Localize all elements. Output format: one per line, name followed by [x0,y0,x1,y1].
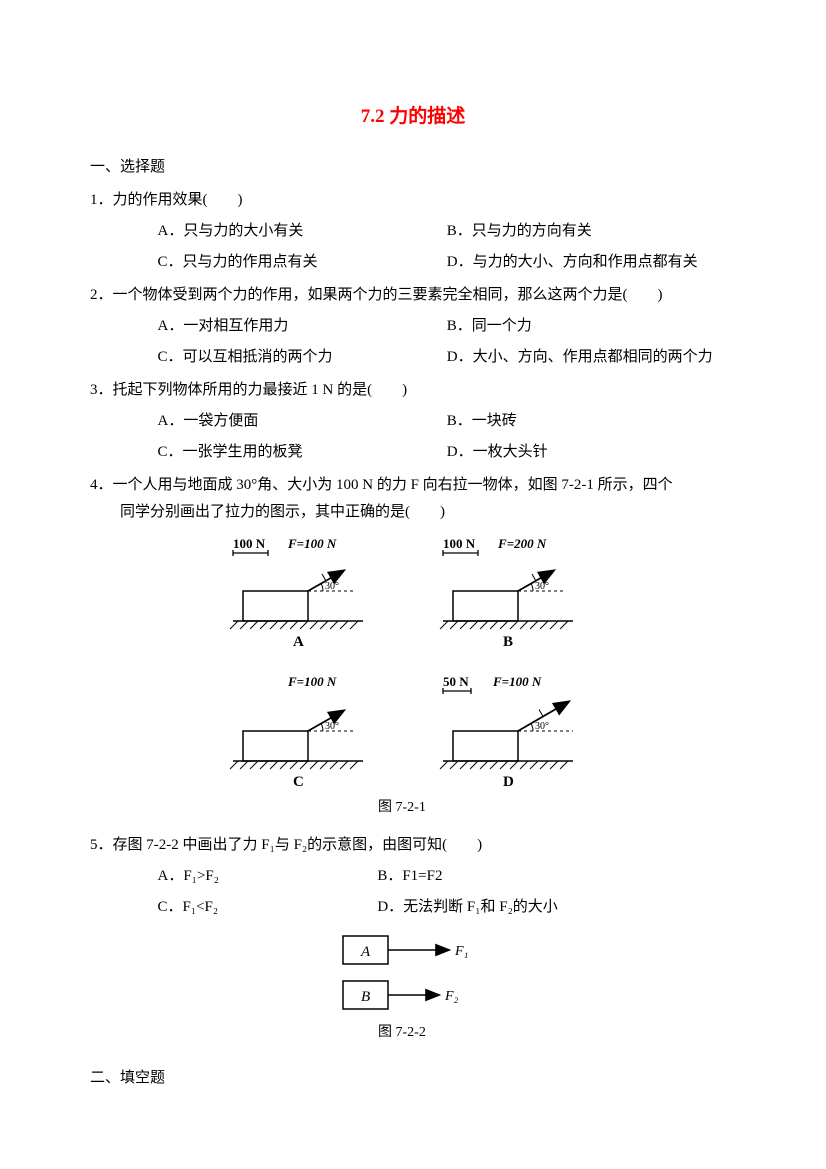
panel-d-force: F=100 N [492,674,542,689]
question-5: 5．存图 7-2-2 中画出了力 F₁与 F₂的示意图，由图可知( ) A．F₁… [90,832,736,1051]
panel-d-angle: 30° [535,721,549,732]
panel-b-label: B [503,634,513,650]
q2-option-b: B．同一个力 [447,313,736,340]
q1-option-a: A．只与力的大小有关 [158,218,447,245]
panel-a-angle: 30° [325,581,339,592]
q5-option-d: D．无法判断 F₁和 F₂的大小 [377,894,736,921]
panel-d-scale: 50 N [443,674,469,689]
q3-option-a: A．一袋方便面 [158,408,447,435]
panel-c-angle: 30° [325,721,339,732]
figure-7-2-2-svg: A F₁ B F₂ 图 7-2-2 [323,931,503,1041]
figure-7-2-1-caption: 图 7-2-1 [378,800,426,815]
panel-a-force: F=100 N [287,536,337,551]
q3-option-b: B．一块砖 [447,408,736,435]
q1-option-d: D．与力的大小、方向和作用点都有关 [447,249,736,276]
q5-option-a: A．F₁>F₂ [158,863,378,890]
q3-stem: 3．托起下列物体所用的力最接近 1 N 的是( ) [90,377,736,404]
panel-d-label: D [503,774,514,790]
q4-stem-line2: 同学分别画出了拉力的图示，其中正确的是( ) [90,499,736,526]
fig2-label-a: F₁ [454,944,468,959]
q2-option-c: C．可以互相抵消的两个力 [158,344,447,371]
figure-7-2-1-svg: 100 N F=100 N [203,536,623,816]
panel-a-scale: 100 N [233,536,266,551]
question-2: 2．一个物体受到两个力的作用，如果两个力的三要素完全相同，那么这两个力是( ) … [90,282,736,371]
fig2-box-a: A [360,944,371,960]
page: 7.2 力的描述 一、选择题 1．力的作用效果( ) A．只与力的大小有关 B．… [0,0,826,1169]
question-4: 4．一个人用与地面成 30°角、大小为 100 N 的力 F 向右拉一物体，如图… [90,472,736,826]
panel-b-scale: 100 N [443,536,476,551]
q3-option-d: D．一枚大头针 [447,439,736,466]
fig2-box-b: B [361,989,370,1005]
figure-7-2-1: 100 N F=100 N [90,536,736,826]
section-2-heading: 二、填空题 [90,1065,736,1092]
q2-stem: 2．一个物体受到两个力的作用，如果两个力的三要素完全相同，那么这两个力是( ) [90,282,736,309]
panel-b-angle: 30° [535,581,549,592]
panel-c-label: C [293,774,304,790]
q1-option-c: C．只与力的作用点有关 [158,249,447,276]
panel-b-force: F=200 N [497,536,547,551]
q1-stem: 1．力的作用效果( ) [90,187,736,214]
figure-7-2-2-caption: 图 7-2-2 [378,1025,426,1040]
question-1: 1．力的作用效果( ) A．只与力的大小有关 B．只与力的方向有关 C．只与力的… [90,187,736,276]
panel-c-force: F=100 N [287,674,337,689]
q4-stem-line1: 4．一个人用与地面成 30°角、大小为 100 N 的力 F 向右拉一物体，如图… [90,472,736,499]
q5-option-b: B．F1=F2 [377,863,736,890]
fig2-label-b: F₂ [444,989,459,1004]
question-3: 3．托起下列物体所用的力最接近 1 N 的是( ) A．一袋方便面 B．一块砖 … [90,377,736,466]
panel-a-label: A [293,634,304,650]
page-title: 7.2 力的描述 [90,100,736,134]
figure-7-2-2: A F₁ B F₂ 图 7-2-2 [90,931,736,1051]
q5-option-c: C．F₁<F₂ [158,894,378,921]
q1-option-b: B．只与力的方向有关 [447,218,736,245]
q2-option-a: A．一对相互作用力 [158,313,447,340]
section-1-heading: 一、选择题 [90,154,736,181]
q2-option-d: D．大小、方向、作用点都相同的两个力 [447,344,736,371]
q5-stem: 5．存图 7-2-2 中画出了力 F₁与 F₂的示意图，由图可知( ) [90,832,736,859]
q3-option-c: C．一张学生用的板凳 [158,439,447,466]
